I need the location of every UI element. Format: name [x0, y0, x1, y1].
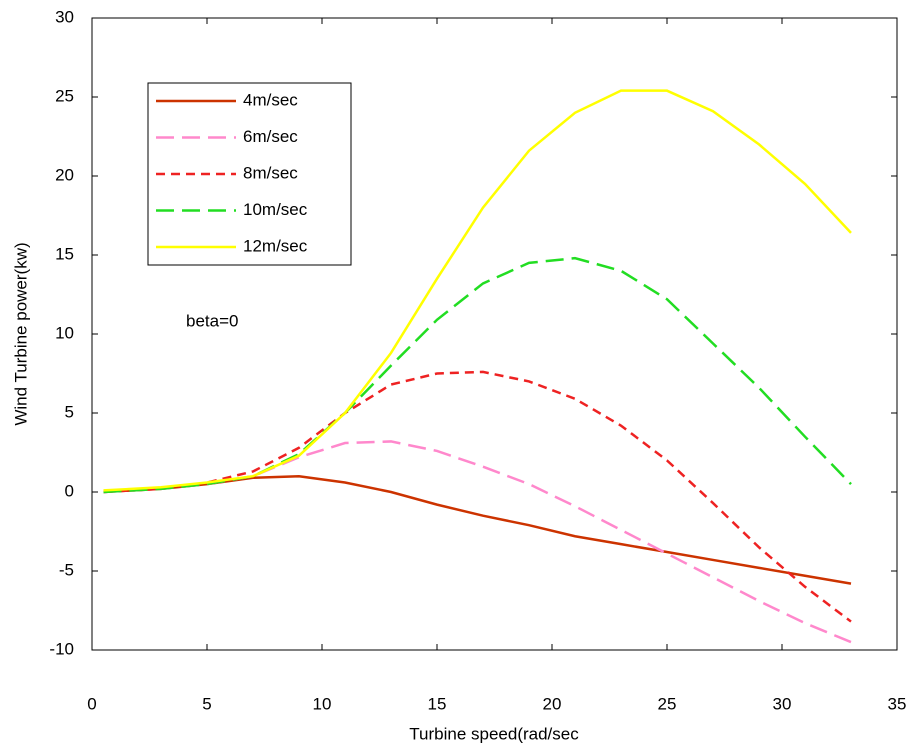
- line-series: [103, 89, 852, 492]
- annotation: beta=0: [186, 311, 238, 330]
- line-series: [103, 256, 852, 494]
- y-tick-label: 20: [55, 165, 74, 184]
- x-tick-label: 5: [202, 694, 211, 713]
- x-tick-label: 15: [428, 694, 447, 713]
- legend-label: 6m/sec: [243, 127, 298, 146]
- x-tick-label: 30: [773, 694, 792, 713]
- x-tick-label: 10: [313, 694, 332, 713]
- legend-label: 12m/sec: [243, 236, 308, 255]
- y-tick-label: 15: [55, 244, 74, 263]
- x-tick-label: 0: [87, 694, 96, 713]
- y-tick-label: 0: [65, 481, 74, 500]
- line-series: [103, 474, 852, 585]
- line-series: [103, 440, 852, 644]
- legend-label: 4m/sec: [243, 90, 298, 109]
- x-axis-label: Turbine speed(rad/sec: [409, 724, 579, 743]
- y-tick-label: 25: [55, 86, 74, 105]
- y-tick-label: -10: [49, 639, 74, 658]
- legend-label: 8m/sec: [243, 163, 298, 182]
- x-tick-label: 35: [888, 694, 907, 713]
- y-tick-label: 5: [65, 402, 74, 421]
- y-tick-label: 30: [55, 7, 74, 26]
- x-tick-label: 20: [543, 694, 562, 713]
- line-series: [103, 370, 852, 623]
- y-axis-label: Wind Turbine power(kw): [11, 242, 30, 425]
- legend-box: [147, 82, 352, 266]
- legend-label: 10m/sec: [243, 200, 308, 219]
- y-tick-label: -5: [59, 560, 74, 579]
- y-tick-label: 10: [55, 323, 74, 342]
- x-tick-label: 25: [658, 694, 677, 713]
